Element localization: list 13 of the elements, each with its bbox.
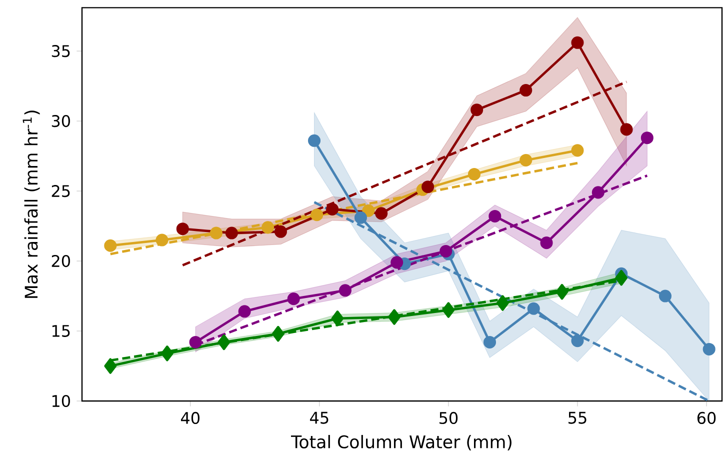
- x-tick-label: 45: [310, 412, 328, 424]
- y-tick-label: 15: [52, 325, 70, 337]
- x-tick-label: 55: [568, 412, 586, 424]
- x-tick-label: 50: [440, 412, 458, 424]
- y-tick-label: 30: [52, 114, 70, 128]
- y-tick-label: 10: [52, 394, 70, 408]
- x-axis-title: Total Column Water (mm): [291, 434, 512, 450]
- y-tick-label: 20: [52, 254, 70, 268]
- y-axis-title: Max rainfall (mm hr$^{-1}$): [22, 110, 40, 298]
- y-tick-label: 35: [52, 45, 70, 58]
- x-tick-label: 60: [697, 412, 716, 424]
- x-tick-label: 40: [180, 412, 200, 424]
- y-tick-label: 25: [52, 184, 70, 198]
